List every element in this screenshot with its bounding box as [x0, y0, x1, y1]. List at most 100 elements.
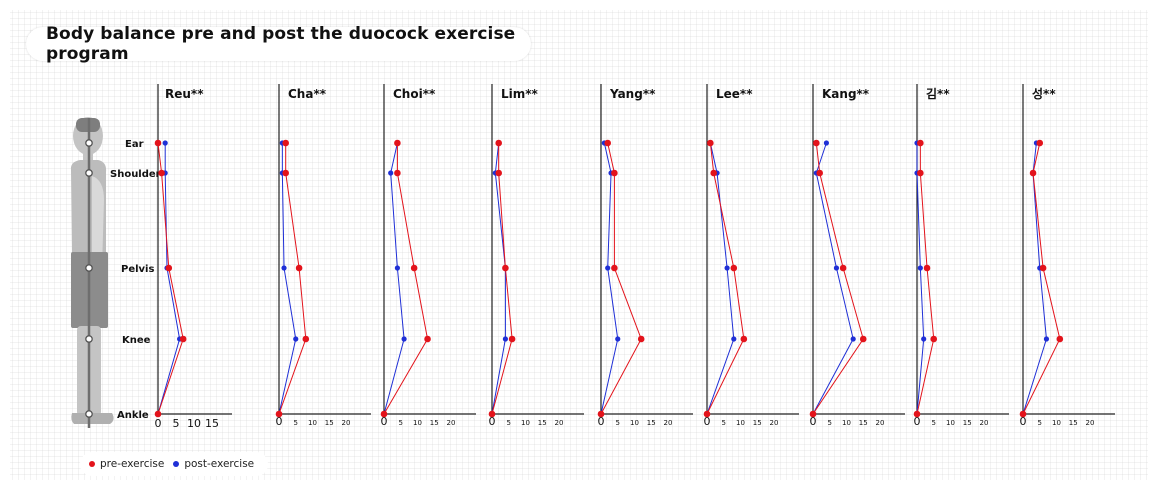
- legend-pre: pre-exercise: [89, 458, 164, 470]
- tick-label: 20: [555, 419, 564, 427]
- tick-label: 20: [664, 419, 673, 427]
- pre-point: [424, 335, 431, 343]
- pre-point: [813, 139, 820, 147]
- tick-label: 0: [155, 417, 162, 430]
- pre-point: [154, 410, 162, 418]
- pre-point: [707, 139, 714, 147]
- tick-label: 5: [616, 419, 620, 427]
- pre-point: [859, 335, 867, 343]
- tick-label: 15: [647, 419, 656, 427]
- tick-label: 20: [876, 419, 885, 427]
- tick-label: 10: [521, 419, 530, 427]
- post-point: [605, 265, 611, 271]
- figure-joint-shoulder: [85, 169, 93, 177]
- pre-point: [410, 264, 418, 272]
- landmark-label-knee: Knee: [122, 335, 151, 346]
- pre-point: [703, 410, 711, 418]
- tick-label: 15: [859, 419, 868, 427]
- landmark-label-ankle: Ankle: [117, 410, 149, 421]
- panel-title: Yang**: [609, 87, 656, 101]
- figure-joint-knee: [85, 335, 93, 343]
- pre-point: [302, 335, 310, 343]
- panel-4: Lim** 0 5 10 15 20: [488, 84, 584, 428]
- chart-title: Body balance pre and post the duocock ex…: [46, 24, 516, 64]
- pre-point: [740, 335, 748, 343]
- panel-5: Yang** 0 5 10 15 20: [598, 84, 693, 428]
- pre-point: [495, 139, 503, 147]
- tick-label: 0: [598, 415, 605, 428]
- pre-point: [508, 335, 516, 343]
- pre-point: [611, 264, 618, 272]
- tick-label: 20: [1086, 419, 1095, 427]
- tick-label: 15: [205, 417, 219, 430]
- panel-3: Choi** 0 5 10 15 20: [381, 84, 476, 428]
- panel-title: Kang**: [822, 87, 870, 101]
- pre-point: [637, 335, 645, 343]
- landmark-label-pelvis: Pelvis: [121, 264, 154, 275]
- post-point: [388, 170, 394, 176]
- post-point: [615, 336, 621, 342]
- pre-point: [1036, 139, 1044, 147]
- tick-label: 5: [507, 419, 511, 427]
- post-point: [833, 265, 840, 271]
- pre-point: [502, 264, 509, 272]
- legend-post: post-exercise: [173, 458, 254, 470]
- post-point: [1043, 336, 1050, 342]
- tick-label: 5: [294, 419, 298, 427]
- tick-label: 10: [413, 419, 422, 427]
- panel-8: 김** 0 5 10 15 20: [914, 84, 1009, 428]
- post-point: [850, 336, 856, 342]
- post-point: [281, 265, 287, 271]
- pre-point: [282, 169, 290, 177]
- tick-label: 5: [828, 419, 832, 427]
- tick-label: 5: [722, 419, 726, 427]
- pre-point: [917, 139, 924, 147]
- panel-title: Reu**: [165, 87, 204, 101]
- post-point: [293, 336, 299, 342]
- legend-pre-marker: [89, 461, 95, 467]
- tick-label: 5: [399, 419, 403, 427]
- figure-joint-ear: [85, 139, 93, 147]
- tick-label: 20: [980, 419, 989, 427]
- post-point: [731, 336, 737, 342]
- figure-joint-ankle: [85, 410, 93, 418]
- tick-label: 0: [914, 415, 921, 428]
- pre-point: [923, 264, 931, 272]
- post-point: [502, 336, 508, 342]
- pre-point: [394, 139, 401, 147]
- panel-6: Lee** 0 5 10 15 20: [703, 84, 799, 428]
- tick-label: 0: [276, 415, 283, 428]
- post-point: [917, 265, 923, 271]
- tick-label: 10: [187, 417, 201, 430]
- pre-point: [1056, 335, 1064, 343]
- pre-point: [839, 264, 847, 272]
- pre-point: [1039, 264, 1047, 272]
- pre-point: [275, 410, 283, 418]
- tick-label: 0: [704, 415, 711, 428]
- panel-title: Lim**: [501, 87, 539, 101]
- pre-point: [488, 410, 496, 418]
- tick-label: 20: [447, 419, 456, 427]
- chart-title-box: Body balance pre and post the duocock ex…: [26, 24, 531, 64]
- pre-point: [1019, 410, 1027, 418]
- tick-label: 10: [308, 419, 317, 427]
- tick-label: 10: [736, 419, 745, 427]
- tick-label: 5: [1038, 419, 1042, 427]
- panel-9: 성** 0 5 10 15 20: [1019, 84, 1115, 428]
- pre-point: [394, 169, 401, 177]
- legend-post-marker: [173, 461, 180, 467]
- tick-label: 15: [1069, 419, 1078, 427]
- pre-point: [179, 335, 187, 343]
- panel-1: Reu** 0 5 10 15: [154, 84, 232, 430]
- tick-label: 15: [753, 419, 762, 427]
- legend-post-label: post-exercise: [184, 458, 255, 470]
- panel-7: Kang** 0 5 10 15 20: [810, 84, 905, 428]
- tick-label: 0: [810, 415, 817, 428]
- panel-title: Choi**: [393, 87, 436, 101]
- pre-point: [1029, 169, 1037, 177]
- grid-background: [10, 10, 1148, 480]
- tick-label: 5: [932, 419, 936, 427]
- tick-label: 10: [946, 419, 955, 427]
